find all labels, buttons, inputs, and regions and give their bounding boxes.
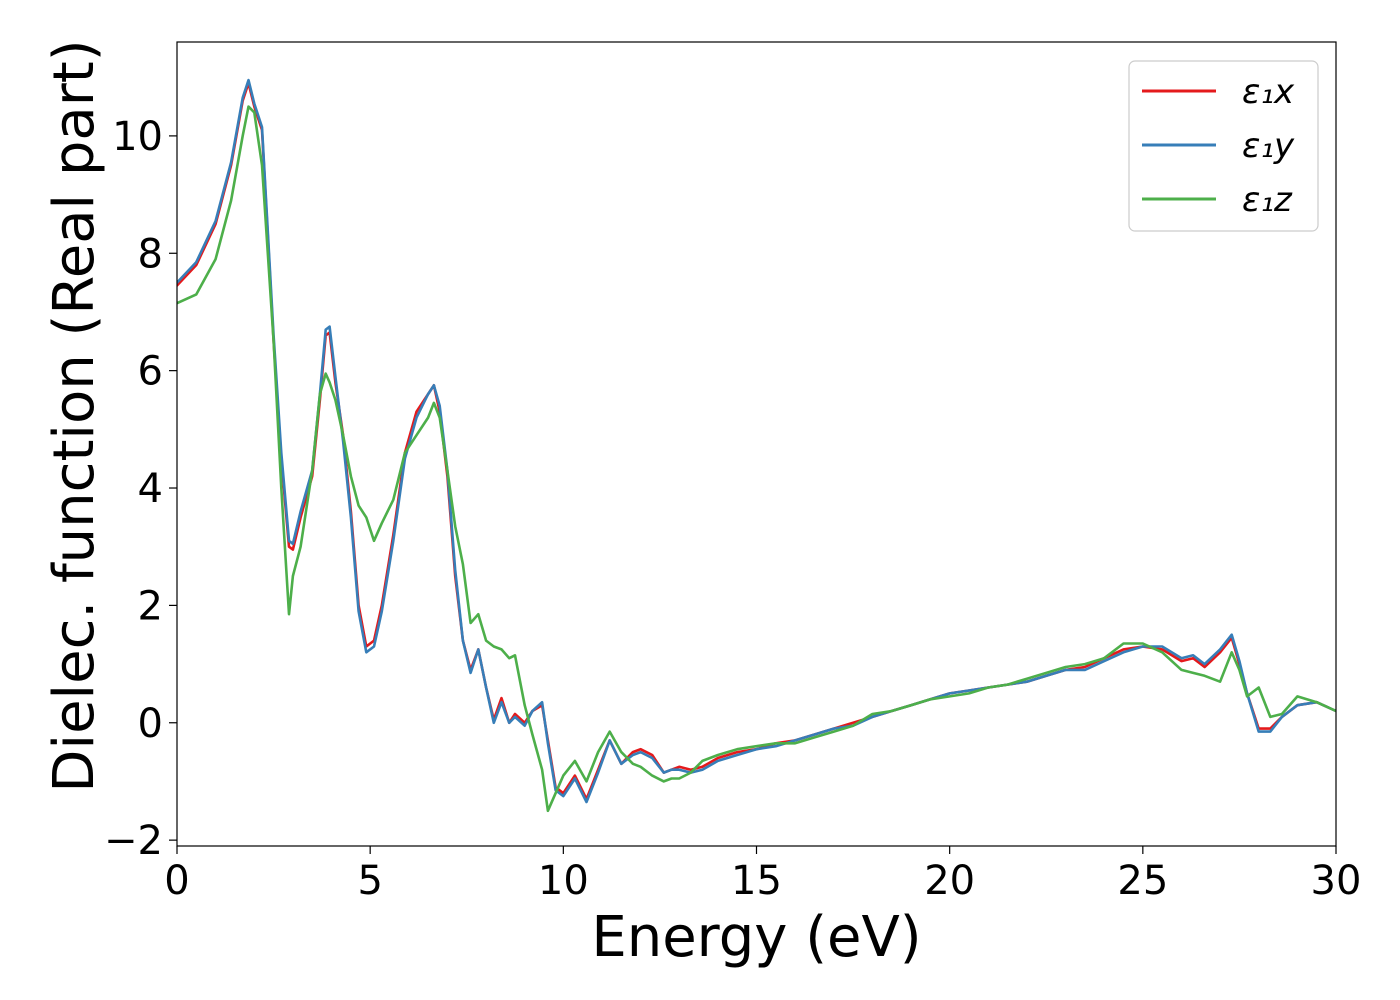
y-tick-label: 10 (112, 114, 163, 160)
legend-label: ε₁x (1242, 72, 1295, 112)
legend-label: ε₁z (1242, 180, 1293, 220)
x-tick-label: 10 (538, 858, 589, 904)
x-tick-label: 20 (924, 858, 975, 904)
y-tick-label: 4 (138, 466, 163, 512)
x-tick-label: 25 (1117, 858, 1168, 904)
x-tick-label: 5 (357, 858, 382, 904)
y-axis-title: Dielec. function (Real part) (42, 39, 107, 792)
series-layer (177, 78, 1336, 813)
series-line-2 (177, 78, 1336, 804)
y-tick-label: 2 (138, 583, 163, 629)
y-tick-label: 6 (138, 349, 163, 395)
legend: ε₁x ε₁y ε₁z (1128, 60, 1319, 232)
y-tick-label: 8 (138, 231, 163, 277)
y-tick-label: 0 (138, 701, 163, 747)
series-line-3 (177, 105, 1336, 813)
y-tick-label: −2 (104, 818, 163, 864)
y-axis-ticks: −2 0 2 4 6 8 10 (104, 114, 177, 864)
x-axis-ticks: 0 5 10 15 20 25 30 (164, 846, 1361, 904)
legend-label: ε₁y (1242, 126, 1295, 166)
x-tick-label: 15 (731, 858, 782, 904)
x-tick-label: 30 (1311, 858, 1362, 904)
x-tick-label: 0 (164, 858, 189, 904)
x-axis-title: Energy (eV) (591, 905, 921, 970)
legend-box (1128, 60, 1319, 232)
